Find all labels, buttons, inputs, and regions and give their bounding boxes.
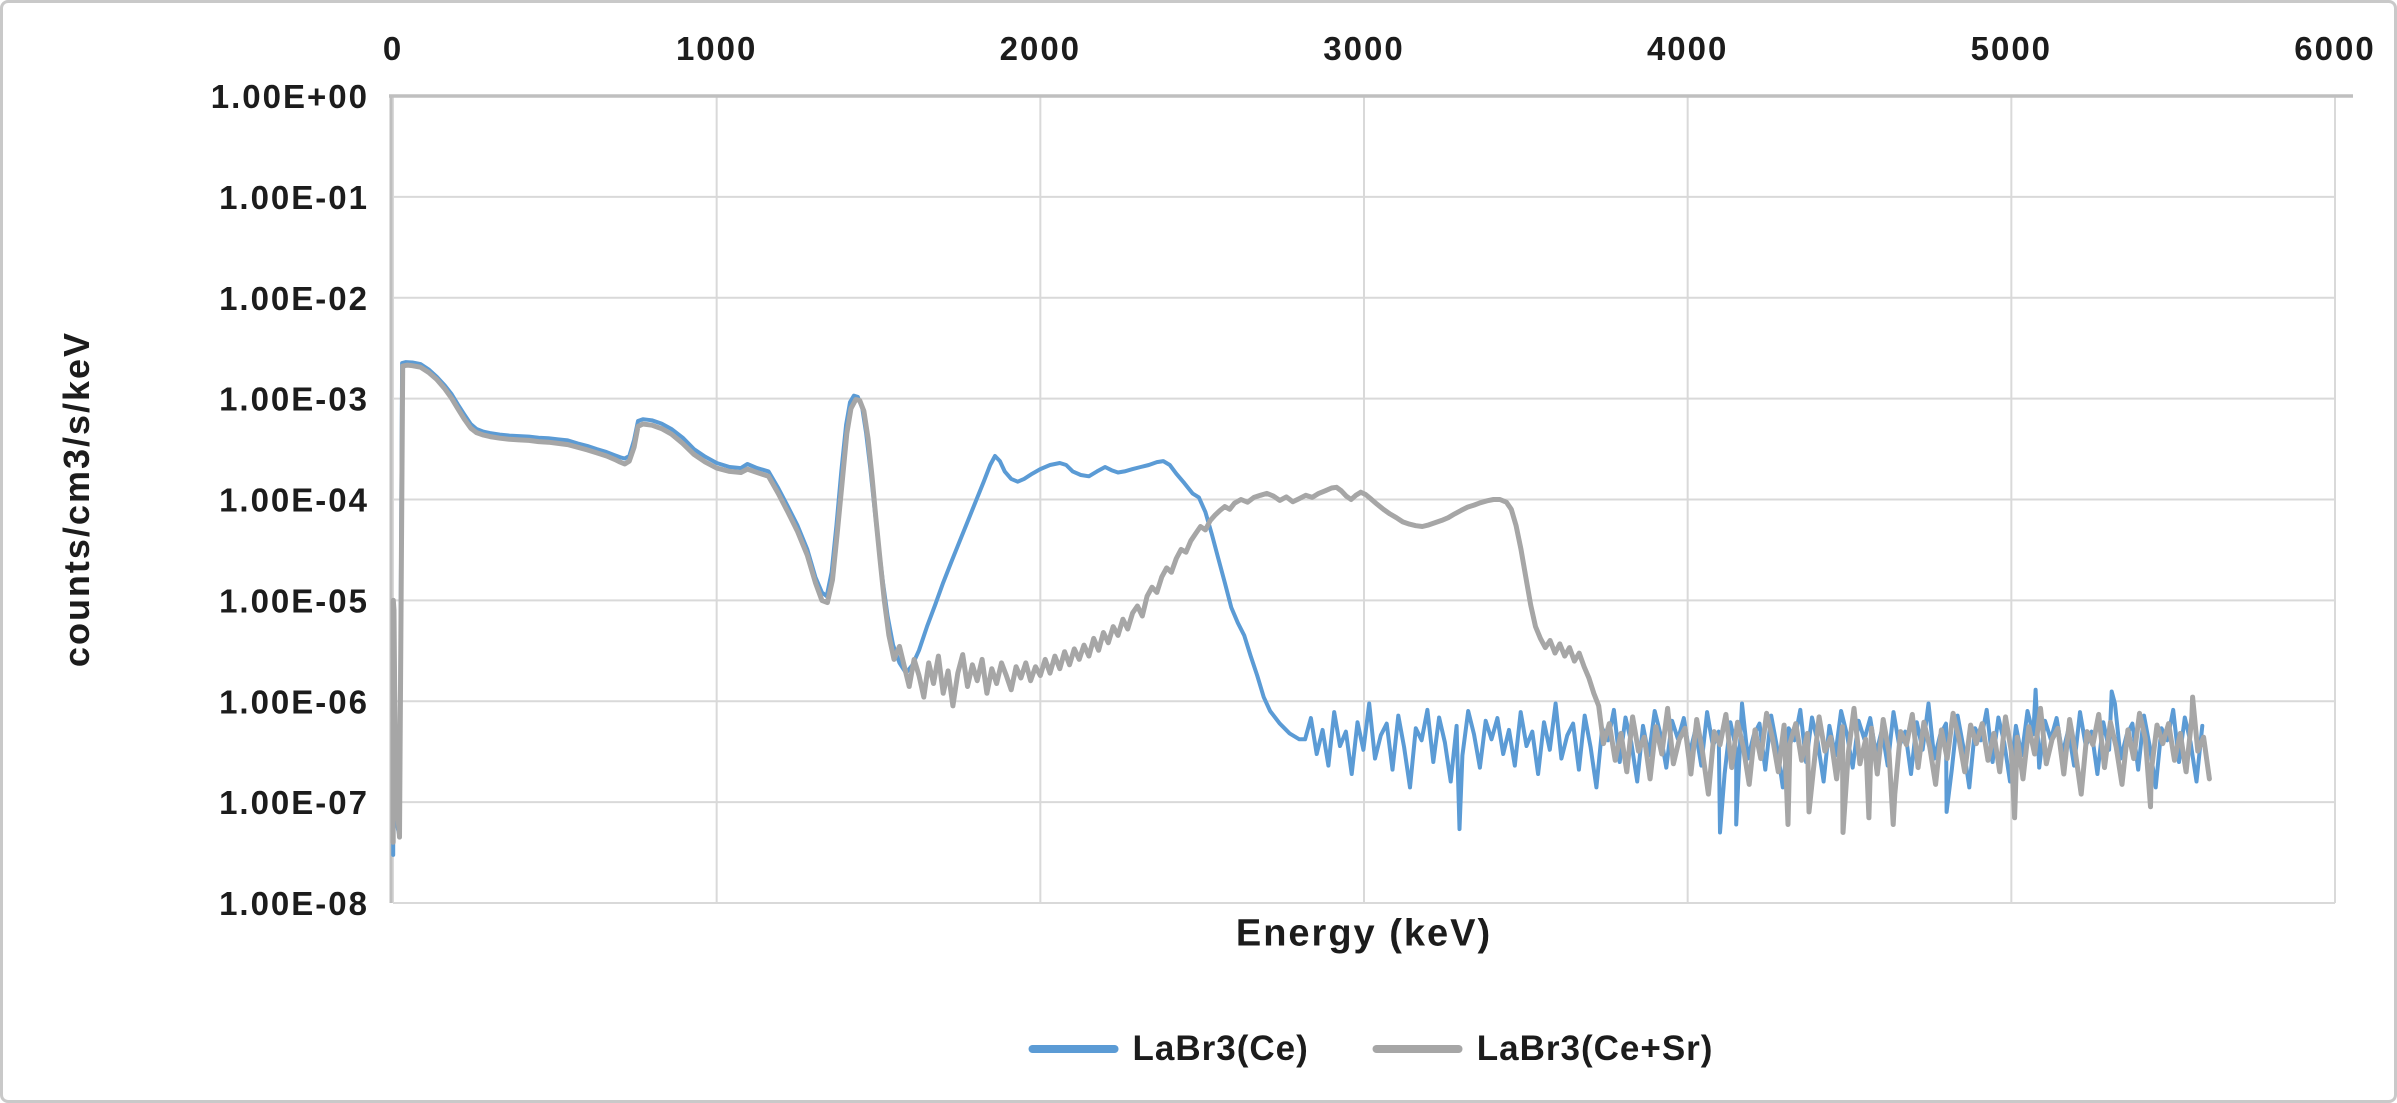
- y-tick-label: 1.00E-04: [219, 482, 369, 519]
- legend-label-labr3-ce: LaBr3(Ce): [1132, 1029, 1309, 1068]
- y-tick-label: 1.00E-07: [219, 784, 369, 821]
- x-tick-label: 4000: [1647, 30, 1728, 67]
- x-tick-label: 1000: [676, 30, 757, 67]
- x-tick-label: 6000: [2294, 30, 2375, 67]
- legend-item-labr3-ce: LaBr3(Ce): [1028, 1029, 1309, 1069]
- y-tick-label: 1.00E-06: [219, 683, 369, 720]
- y-tick-label: 1.00E+00: [211, 78, 369, 115]
- y-tick-label: 1.00E-03: [219, 381, 369, 418]
- x-tick-label: 2000: [1000, 30, 1081, 67]
- legend: LaBr3(Ce) LaBr3(Ce+Sr): [1028, 1029, 1714, 1069]
- x-tick-label: 5000: [1971, 30, 2052, 67]
- legend-item-labr3-ce-sr: LaBr3(Ce+Sr): [1372, 1029, 1714, 1069]
- x-tick-label: 0: [383, 30, 403, 67]
- x-axis-title: Energy (keV): [1235, 912, 1493, 955]
- series-line-LaBr3(Ce+Sr): [390, 362, 2212, 845]
- plot-area: 0 1000 2000 3000 4000 5000 6000 1.00E+00 1.00E-0…: [211, 30, 2375, 922]
- y-tick-label: 1.00E-08: [219, 885, 369, 922]
- y-axis-title: counts/cm3/s/keV: [56, 330, 97, 668]
- legend-line-sample-blue: [1028, 1045, 1119, 1053]
- legend-line-sample-gray: [1372, 1045, 1463, 1053]
- y-tick-label: 1.00E-01: [219, 179, 369, 216]
- legend-label-labr3-ce-sr: LaBr3(Ce+Sr): [1476, 1029, 1714, 1068]
- series-line-LaBr3(Ce): [391, 360, 2205, 857]
- x-tick-label: 3000: [1323, 30, 1404, 67]
- y-tick-label: 1.00E-05: [219, 582, 369, 619]
- y-tick-label: 1.00E-02: [219, 280, 369, 317]
